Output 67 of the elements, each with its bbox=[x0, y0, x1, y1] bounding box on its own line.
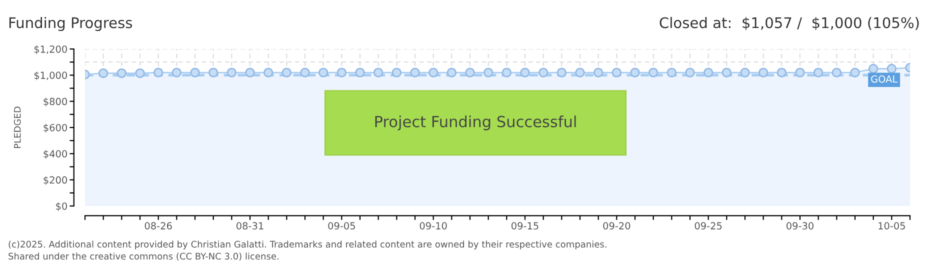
point bbox=[208, 68, 218, 78]
text: Shared under the creative commons (CC BY-NC 3.0) license. bbox=[8, 252, 278, 261]
point bbox=[886, 64, 897, 74]
x-tick-label: 09-10 bbox=[420, 222, 447, 230]
y-tick-label: $200 bbox=[44, 176, 67, 185]
point bbox=[850, 68, 860, 78]
point bbox=[612, 68, 622, 78]
point bbox=[446, 68, 457, 78]
point bbox=[336, 68, 347, 78]
point bbox=[282, 68, 292, 78]
ref-line-label: GOAL bbox=[871, 75, 898, 83]
point bbox=[666, 68, 677, 78]
chart-title: Funding Progress bbox=[9, 16, 132, 32]
x-tick-label: 09-05 bbox=[328, 222, 355, 230]
point bbox=[483, 68, 494, 78]
x-tick-label: 09-30 bbox=[786, 222, 814, 230]
y-tick-label: $0 bbox=[56, 202, 67, 212]
point bbox=[575, 68, 585, 78]
point bbox=[245, 68, 255, 78]
point bbox=[172, 68, 182, 78]
point bbox=[318, 68, 328, 78]
point bbox=[226, 68, 237, 78]
point bbox=[648, 68, 658, 78]
point bbox=[776, 68, 787, 78]
y-tick-label: $1,000 bbox=[34, 71, 67, 80]
point bbox=[392, 68, 402, 78]
point bbox=[135, 68, 145, 78]
point bbox=[758, 68, 768, 78]
x-tick-label: 10-05 bbox=[878, 222, 905, 230]
x-tick-label: 09-25 bbox=[694, 222, 722, 230]
point bbox=[465, 68, 475, 78]
point bbox=[556, 68, 567, 78]
point bbox=[300, 68, 310, 78]
y-tick-label: $600 bbox=[44, 124, 67, 133]
point bbox=[410, 68, 420, 78]
x-tick-label: 08-26 bbox=[144, 222, 172, 230]
point bbox=[703, 68, 714, 78]
point bbox=[355, 68, 365, 78]
point bbox=[153, 68, 164, 78]
point bbox=[190, 68, 200, 78]
text: (c)2025. Additional content provided by Christian Galatti. Trademarks and related content are owned by their respective companies. bbox=[8, 240, 606, 250]
chart-subtitle: Closed at: $1,057 / $1,000 (105%) bbox=[660, 16, 919, 30]
point bbox=[428, 68, 438, 78]
point bbox=[722, 68, 732, 78]
x-tick-label: 09-15 bbox=[512, 222, 538, 230]
y-axis-title: PLEDGED bbox=[14, 106, 21, 148]
y-tick-label: $400 bbox=[44, 150, 67, 159]
point bbox=[593, 68, 604, 78]
y-tick-label: $1,200 bbox=[34, 45, 67, 54]
point bbox=[263, 68, 274, 78]
point bbox=[373, 68, 384, 78]
y-tick-label: $800 bbox=[44, 98, 67, 106]
x-tick-label: 09-20 bbox=[603, 222, 630, 230]
point bbox=[795, 68, 805, 78]
point bbox=[502, 68, 512, 78]
annotation: Project Funding Successful bbox=[375, 116, 576, 130]
point bbox=[98, 68, 108, 78]
point bbox=[520, 68, 530, 78]
point bbox=[685, 68, 695, 78]
point bbox=[813, 68, 824, 78]
x-tick-label: 08-31 bbox=[236, 222, 264, 230]
point bbox=[740, 68, 750, 78]
point bbox=[538, 68, 548, 78]
point bbox=[630, 68, 640, 78]
point bbox=[832, 68, 842, 78]
point bbox=[116, 68, 127, 78]
point bbox=[868, 64, 878, 74]
